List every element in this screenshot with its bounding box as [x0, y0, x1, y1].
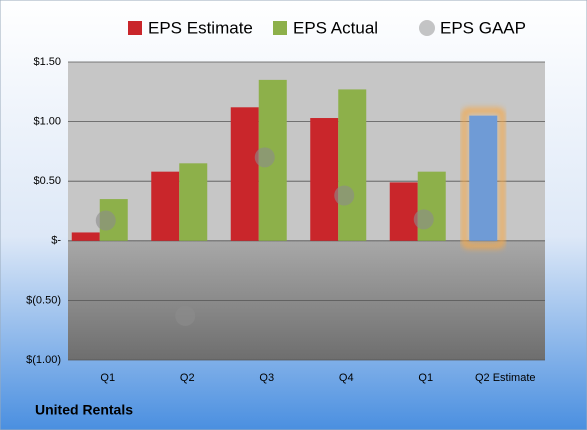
- bar: [151, 171, 180, 241]
- bar: [469, 115, 498, 241]
- bar: [310, 118, 339, 241]
- legend-label: EPS Estimate: [148, 18, 253, 37]
- y-tick-label: $(0.50): [26, 294, 61, 306]
- x-tick-label: Q1: [418, 372, 433, 384]
- gaap-marker: [413, 209, 434, 230]
- bar: [179, 163, 208, 241]
- legend-marker: [273, 21, 287, 35]
- bar: [71, 232, 100, 241]
- x-tick-label: Q2 Estimate: [475, 372, 536, 384]
- x-tick-label: Q3: [259, 372, 274, 384]
- legend-label: EPS GAAP: [440, 18, 526, 37]
- y-tick-label: $1.50: [33, 56, 61, 68]
- gaap-marker: [175, 305, 196, 326]
- bar: [417, 171, 446, 241]
- x-tick-label: Q4: [339, 372, 354, 384]
- legend-marker: [128, 21, 142, 35]
- bar: [338, 89, 367, 241]
- y-tick-label: $-: [51, 235, 61, 247]
- bar: [389, 182, 418, 241]
- gaap-marker: [334, 185, 355, 206]
- x-tick-label: Q2: [180, 372, 195, 384]
- y-tick-label: $0.50: [33, 175, 61, 187]
- y-tick-label: $(1.00): [26, 354, 61, 366]
- bar: [230, 107, 259, 241]
- bar-glow: [461, 107, 506, 249]
- legend-marker: [419, 20, 435, 36]
- legend-label: EPS Actual: [293, 18, 378, 37]
- y-tick-label: $1.00: [33, 116, 61, 128]
- x-tick-label: Q1: [100, 372, 115, 384]
- gaap-marker: [95, 210, 116, 231]
- chart-title: United Rentals: [35, 402, 133, 418]
- gaap-marker: [254, 147, 275, 168]
